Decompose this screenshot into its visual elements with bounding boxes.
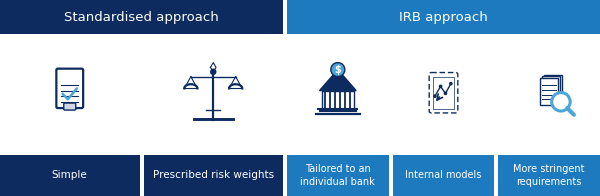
- FancyBboxPatch shape: [322, 91, 354, 109]
- Circle shape: [445, 92, 446, 94]
- Text: Prescribed risk weights: Prescribed risk weights: [152, 171, 274, 181]
- FancyBboxPatch shape: [499, 155, 600, 196]
- Circle shape: [331, 63, 345, 77]
- FancyBboxPatch shape: [544, 75, 562, 101]
- FancyBboxPatch shape: [287, 0, 600, 34]
- Polygon shape: [319, 70, 356, 91]
- FancyBboxPatch shape: [540, 78, 558, 105]
- Text: IRB approach: IRB approach: [399, 11, 488, 24]
- FancyBboxPatch shape: [143, 155, 283, 196]
- Text: Standardised approach: Standardised approach: [64, 11, 219, 24]
- Circle shape: [450, 83, 452, 85]
- Text: Internal models: Internal models: [406, 171, 482, 181]
- Circle shape: [551, 93, 570, 111]
- Text: Tailored to an
individual bank: Tailored to an individual bank: [301, 164, 375, 187]
- Text: Simple: Simple: [52, 171, 88, 181]
- FancyBboxPatch shape: [429, 73, 458, 113]
- FancyBboxPatch shape: [392, 155, 494, 196]
- FancyBboxPatch shape: [433, 77, 454, 109]
- FancyBboxPatch shape: [287, 155, 389, 196]
- FancyBboxPatch shape: [0, 155, 139, 196]
- Circle shape: [211, 69, 216, 74]
- Circle shape: [434, 95, 436, 97]
- FancyBboxPatch shape: [0, 0, 283, 34]
- FancyBboxPatch shape: [542, 76, 560, 103]
- FancyBboxPatch shape: [64, 103, 76, 110]
- Text: More stringent
requirements: More stringent requirements: [514, 164, 585, 187]
- FancyBboxPatch shape: [56, 69, 83, 108]
- Text: $: $: [334, 65, 341, 75]
- Circle shape: [439, 85, 442, 88]
